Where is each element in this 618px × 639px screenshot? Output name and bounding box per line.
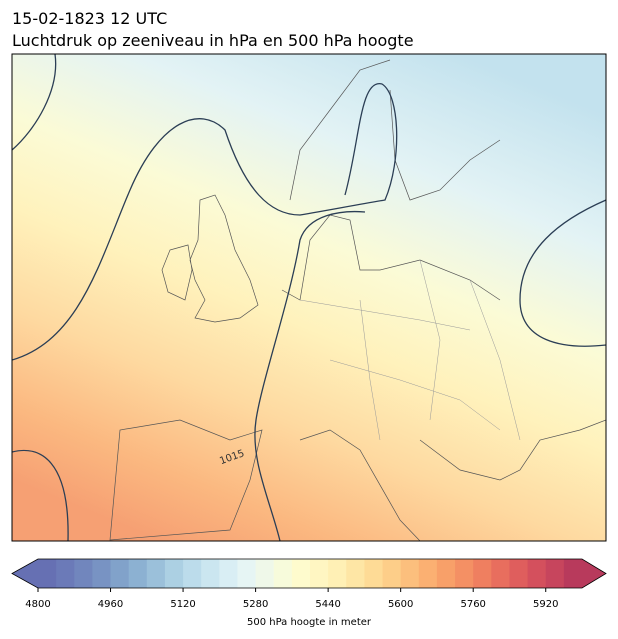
colorbar-segment <box>128 559 148 588</box>
colorbar-segment <box>237 559 257 588</box>
colorbar-segment <box>563 559 583 588</box>
colorbar-segment <box>255 559 275 588</box>
colorbar-segment <box>273 559 293 588</box>
colorbar-label: 500 hPa hoogte in meter <box>247 617 372 628</box>
colorbar-segment <box>92 559 112 588</box>
colorbar-segment <box>418 559 438 588</box>
colorbar-segment <box>364 559 384 588</box>
colorbar-segment <box>527 559 547 588</box>
isobar <box>12 83 398 361</box>
isobar <box>519 199 606 347</box>
colorbar-segment <box>328 559 347 588</box>
colorbar-segment <box>74 559 93 588</box>
colorbar-tick-label: 5440 <box>315 599 340 610</box>
colorbar-segment <box>56 559 75 588</box>
colorbar-segment <box>110 559 130 588</box>
colorbar-tick-label: 5120 <box>170 599 195 610</box>
colorbar-tick-label: 5760 <box>460 599 485 610</box>
coastline <box>109 59 606 541</box>
colorbar-segment <box>201 559 220 588</box>
colorbar-segment <box>291 559 311 588</box>
colorbar-extend-low <box>12 559 38 588</box>
map: 1015 <box>12 54 606 541</box>
colorbar-segment <box>491 559 510 588</box>
colorbar-segment <box>382 559 402 588</box>
isobar <box>12 449 69 541</box>
colorbar-tick-label: 4800 <box>25 599 50 610</box>
colorbar-tick-label: 4960 <box>98 599 123 610</box>
colorbar-segment <box>545 559 565 588</box>
colorbar-tick-label: 5280 <box>243 599 268 610</box>
borders <box>299 259 521 441</box>
colorbar-outline <box>11 558 607 589</box>
subtitle: Luchtdruk op zeeniveau in hPa en 500 hPa… <box>12 31 414 50</box>
colorbar-segment <box>400 559 420 588</box>
colorbar-segment <box>473 559 492 588</box>
colorbar-segment <box>38 559 57 588</box>
colorbar-tick-label: 5920 <box>533 599 558 610</box>
colorbar-segment <box>509 559 529 588</box>
isobar <box>12 54 57 151</box>
height-field <box>12 54 606 541</box>
colorbar-segment <box>146 559 166 588</box>
colorbar-segment <box>346 559 365 588</box>
colorbar-segment <box>455 559 474 588</box>
title: 15-02-1823 12 UTC <box>12 9 167 28</box>
colorbar-segment <box>164 559 184 588</box>
colorbar-extend-high <box>582 559 606 588</box>
colorbar-segment <box>436 559 456 588</box>
colorbar-segment <box>219 559 238 588</box>
isobar <box>254 210 366 541</box>
map-frame <box>11 53 607 542</box>
colorbar-segment <box>183 559 202 588</box>
colorbar-tick-label: 5600 <box>388 599 413 610</box>
colorbar-segment <box>310 559 329 588</box>
colorbar: 4800 4960 5120 5280 5440 5600 5760 5920 <box>11 558 607 610</box>
